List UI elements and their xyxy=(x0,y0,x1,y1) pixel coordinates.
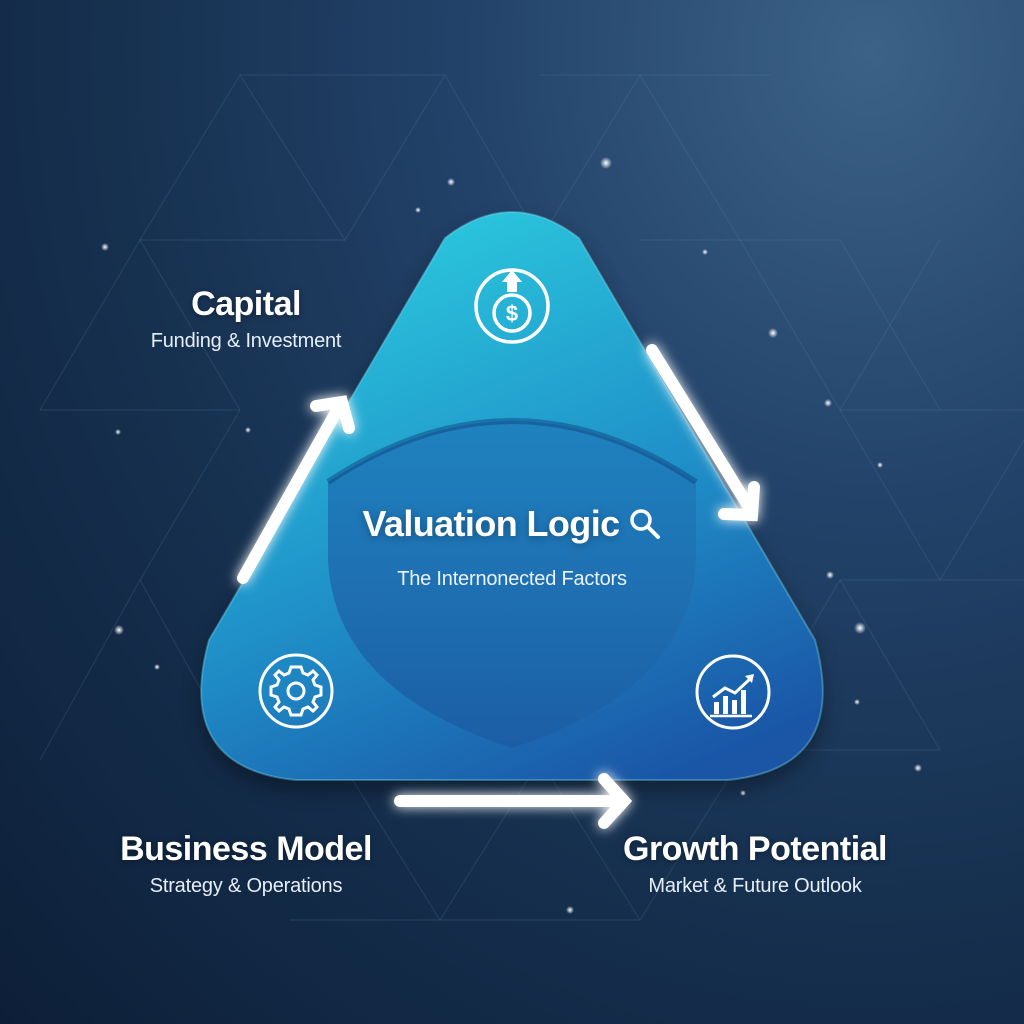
node-business-model: Business Model Strategy & Operations xyxy=(96,829,396,899)
center-subtitle: The Internonected Factors xyxy=(397,568,627,590)
dollar-sign: $ xyxy=(506,301,518,326)
center-shield xyxy=(328,421,696,748)
center-title-row: Valuation Logic xyxy=(340,500,684,548)
magnifier-icon xyxy=(629,509,660,539)
node-growth-potential-title: Growth Potential xyxy=(623,830,888,868)
node-growth-potential: Growth Potential Market & Future Outlook xyxy=(600,829,910,899)
arrow-business-to-growth xyxy=(394,773,633,829)
node-capital-title: Capital xyxy=(191,285,301,323)
arrow-business-to-capital xyxy=(237,395,355,584)
center-label: Valuation Logic The Internonected Factor… xyxy=(340,500,684,591)
growth-chart-icon xyxy=(695,654,771,730)
gear-icon xyxy=(258,653,334,729)
arrow-capital-to-growth xyxy=(646,344,760,522)
node-capital-subtitle: Funding & Investment xyxy=(150,330,342,352)
node-capital: Capital Funding & Investment xyxy=(110,284,382,354)
node-business-model-subtitle: Strategy & Operations xyxy=(149,875,343,897)
dollar-coin-up-arrow-icon xyxy=(474,268,550,344)
node-growth-potential-subtitle: Market & Future Outlook xyxy=(648,875,862,897)
center-title: Valuation Logic xyxy=(362,503,620,544)
node-business-model-title: Business Model xyxy=(120,830,372,868)
